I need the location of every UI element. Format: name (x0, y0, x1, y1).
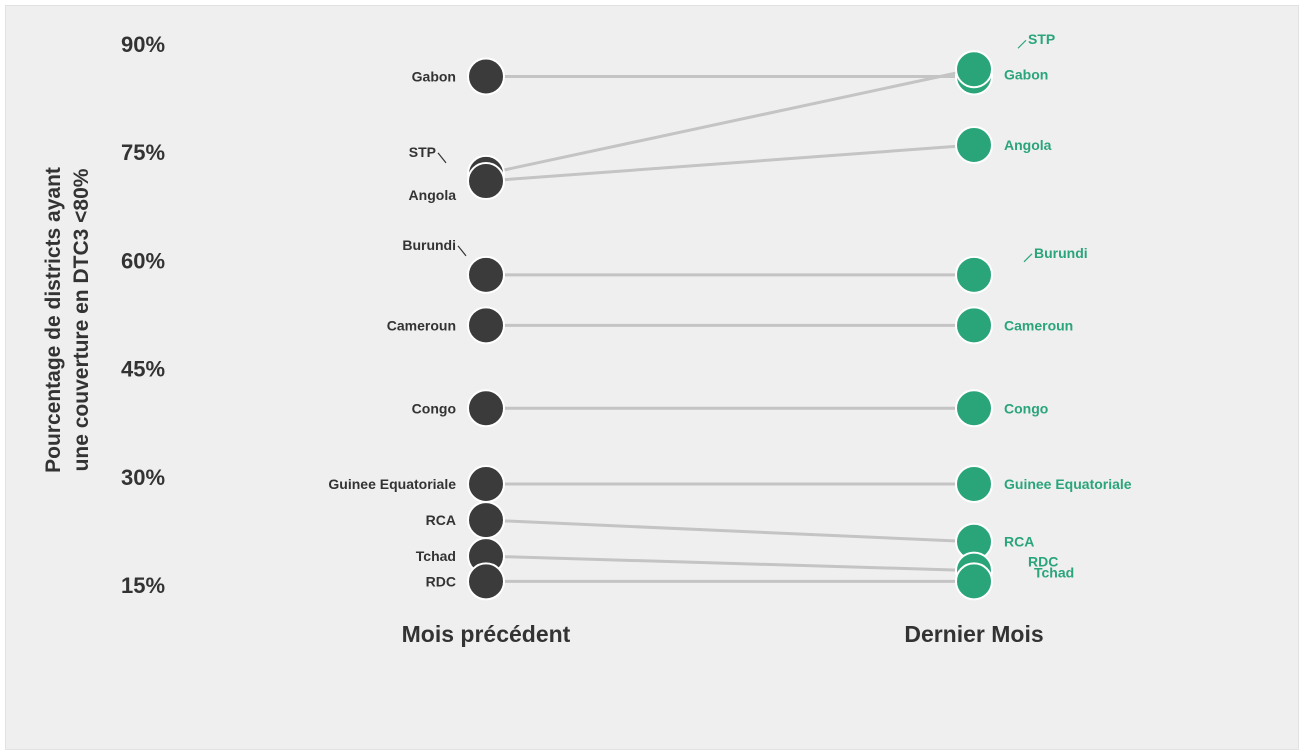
dot-previous-congo (467, 389, 505, 428)
label-latest-congo: Congo (1004, 400, 1048, 416)
label-previous-gabon: Gabon (412, 68, 456, 84)
label-latest-rca: RCA (1004, 534, 1034, 550)
label-previous-burundi: Burundi (402, 237, 456, 253)
dot-latest-stp (955, 50, 993, 89)
y-tick-30: 30% (121, 465, 165, 490)
dot-latest-cameroun (955, 306, 993, 345)
column-label-previous: Mois précédent (402, 621, 571, 647)
y-tick-45: 45% (121, 357, 165, 382)
y-axis-label-line-2: une couverture en DTC3 <80% (70, 168, 93, 471)
label-latest-burundi: Burundi (1034, 245, 1088, 261)
dot-previous-cameroun (467, 306, 505, 345)
dot-latest-rdc (955, 562, 993, 601)
dot-latest-congo (955, 389, 993, 428)
label-previous-guinee-equatoriale: Guinee Equatoriale (328, 476, 456, 492)
label-latest-stp: STP (1028, 31, 1055, 47)
label-previous-congo: Congo (412, 400, 456, 416)
line-tchad (485, 554, 975, 573)
y-tick-90: 90% (121, 32, 165, 57)
label-latest-gabon: Gabon (1004, 66, 1048, 82)
dot-latest-burundi (955, 255, 993, 294)
dot-latest-angola (955, 125, 993, 164)
column-labels: Mois précédent Dernier Mois (402, 621, 1044, 647)
label-previous-angola: Angola (409, 187, 457, 203)
label-previous-cameroun: Cameroun (387, 317, 456, 333)
dot-previous-guinee-equatoriale (467, 465, 505, 504)
data-points (467, 50, 993, 601)
data-labels: Gabon STP Angola Burundi Cameroun Congo Guinee… (328, 31, 1131, 589)
y-tick-60: 60% (121, 248, 165, 273)
label-latest-angola: Angola (1004, 137, 1052, 153)
line-rca (485, 518, 975, 544)
slope-lines (485, 67, 975, 583)
dot-previous-burundi (467, 255, 505, 294)
column-label-latest: Dernier Mois (904, 621, 1043, 647)
label-latest-tchad: Tchad (1034, 565, 1074, 581)
dot-previous-gabon (467, 57, 505, 96)
y-axis-ticks: 90% 75% 60% 45% 30% 15% (121, 32, 165, 598)
leader-latest-burundi (1023, 253, 1033, 263)
line-stp (485, 67, 975, 176)
y-tick-75: 75% (121, 140, 165, 165)
leader-previous-stp (437, 152, 447, 164)
label-previous-tchad: Tchad (416, 548, 456, 564)
label-latest-rdc: RDC (1028, 553, 1058, 569)
dot-previous-rca (467, 501, 505, 540)
y-axis-label-line-1: Pourcentage de districts ayant (42, 167, 65, 473)
leader-latest-stp (1017, 39, 1027, 49)
label-previous-rdc: RDC (426, 573, 456, 589)
label-previous-rca: RCA (426, 512, 456, 528)
dot-previous-rdc (467, 562, 505, 601)
y-tick-15: 15% (121, 573, 165, 598)
line-angola (485, 143, 975, 183)
label-previous-stp: STP (409, 144, 436, 160)
label-latest-cameroun: Cameroun (1004, 317, 1073, 333)
y-axis-label: Pourcentage de districts ayant une couve… (42, 167, 93, 473)
dot-latest-guinee-equatoriale (955, 465, 993, 504)
dot-previous-angola (467, 162, 505, 201)
chart-frame (5, 5, 1299, 750)
label-latest-guinee-equatoriale: Guinee Equatoriale (1004, 476, 1132, 492)
leader-previous-burundi (457, 245, 467, 257)
